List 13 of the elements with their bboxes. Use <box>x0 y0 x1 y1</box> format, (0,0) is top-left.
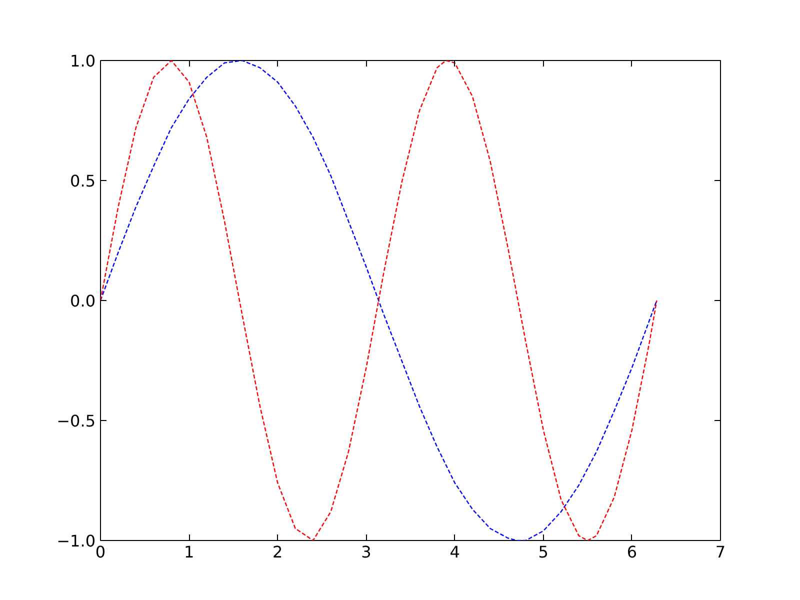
y-tick-label: −1.0 <box>56 532 96 550</box>
x-tick-label: 7 <box>715 542 726 562</box>
x-tick-label: 6 <box>626 542 638 562</box>
x-tick-label: 0 <box>95 542 106 562</box>
y-tick-label: 1.0 <box>70 52 96 70</box>
x-tick-label: 3 <box>361 542 372 562</box>
y-tick-label: 0.0 <box>70 292 96 310</box>
x-tick-label: 1 <box>184 542 194 562</box>
y-tick-label: 0.5 <box>70 172 96 190</box>
y-tick-label: −0.5 <box>56 412 96 430</box>
x-tick-label: 4 <box>450 542 460 562</box>
x-tick-label: 2 <box>272 542 283 562</box>
x-tick-label: 5 <box>538 542 548 562</box>
